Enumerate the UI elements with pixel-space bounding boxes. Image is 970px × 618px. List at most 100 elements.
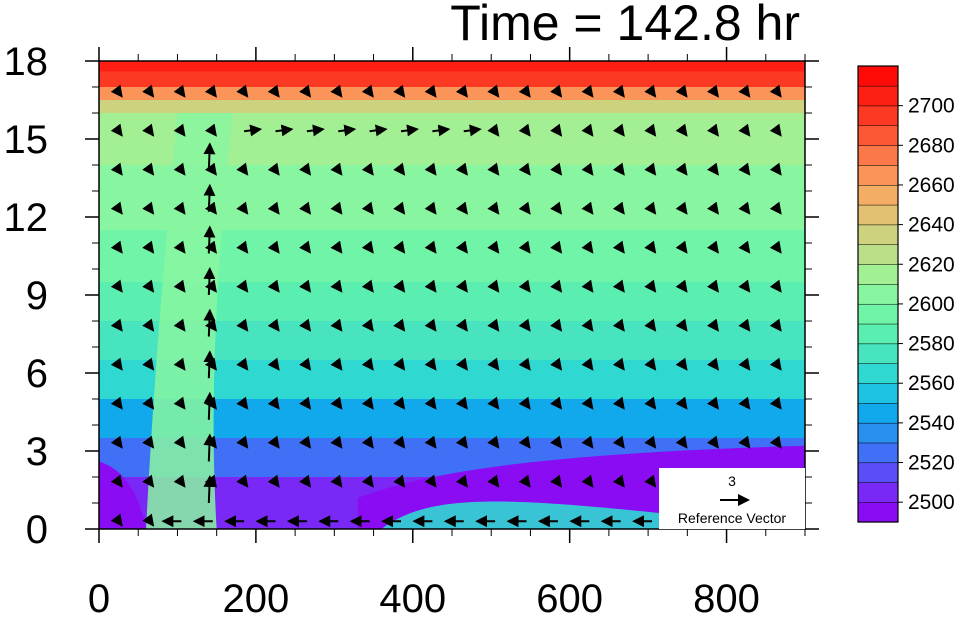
wind-vector — [110, 474, 123, 488]
wind-vector — [110, 357, 123, 371]
wind-vector — [487, 201, 500, 215]
wind-vector — [243, 124, 263, 137]
colorbar-swatch — [857, 482, 899, 503]
reference-vector-box: 3 Reference Vector — [659, 468, 805, 529]
wind-vector — [518, 396, 531, 410]
colorbar-label: 2560 — [908, 372, 955, 395]
x-tick-label: 0 — [88, 577, 110, 618]
wind-vector — [612, 396, 625, 410]
wind-vector — [612, 84, 625, 98]
wind-vector — [675, 201, 688, 215]
plot-area — [99, 61, 805, 529]
wind-vector — [518, 474, 531, 488]
wind-vector — [738, 240, 751, 254]
wind-vector — [173, 240, 186, 254]
wind-vector — [675, 240, 688, 254]
wind-vector — [550, 123, 563, 137]
wind-vector — [110, 513, 123, 527]
colorbar-labels: 2700 2680 2660 2640 2620 2600 2580 2560 2540 2520… — [898, 95, 955, 514]
wind-vector — [338, 124, 357, 137]
wind-vector — [299, 318, 312, 332]
wind-vector — [738, 84, 751, 98]
wind-vector — [644, 123, 657, 137]
wind-vector — [330, 474, 343, 488]
wind-vector — [487, 162, 500, 176]
wind-vector — [110, 435, 123, 449]
wind-vector — [361, 84, 374, 98]
wind-vector — [203, 142, 216, 171]
wind-vector — [581, 84, 594, 98]
wind-vector — [675, 84, 688, 98]
wind-vector — [518, 318, 531, 332]
wind-vector — [738, 357, 751, 371]
colorbar-swatch — [857, 244, 899, 265]
wind-vector — [455, 201, 468, 215]
y-tick-label: 6 — [26, 352, 48, 396]
wind-vector — [644, 435, 657, 449]
colorbar-swatch — [857, 264, 899, 285]
wind-vector — [581, 318, 594, 332]
wind-vector — [769, 279, 782, 293]
wind-vector — [612, 435, 625, 449]
wind-vector — [675, 162, 688, 176]
wind-vector — [299, 201, 312, 215]
wind-vector — [487, 357, 500, 371]
wind-vector — [455, 318, 468, 332]
colorbar-swatch — [857, 105, 899, 127]
wind-vector — [204, 240, 217, 254]
wind-vector — [236, 279, 249, 293]
wind-vector — [455, 357, 468, 371]
colorbar-swatch — [857, 125, 899, 146]
colorbar-label: 2700 — [908, 95, 955, 118]
colorbar-swatch — [857, 382, 899, 404]
wind-vector — [581, 435, 594, 449]
wind-vector — [275, 124, 294, 137]
wind-vector — [581, 357, 594, 371]
wind-vector — [267, 474, 280, 488]
wind-vector — [236, 84, 249, 98]
wind-vector — [455, 435, 468, 449]
wind-vector — [706, 279, 719, 293]
wind-vector — [369, 124, 388, 137]
contour-band — [99, 461, 147, 529]
wind-vector — [204, 201, 217, 215]
colorbar-label: 2600 — [908, 293, 955, 316]
wind-vector — [738, 123, 751, 137]
x-tick-labels: 0 200 400 600 800 — [88, 577, 760, 618]
colorbar-swatch — [857, 343, 899, 364]
colorbar-swatch — [857, 204, 899, 226]
wind-vector — [424, 318, 437, 332]
wind-vector — [675, 318, 688, 332]
wind-vector — [769, 84, 782, 98]
wind-vector — [769, 396, 782, 410]
wind-vector — [550, 84, 563, 98]
wind-vector — [299, 474, 312, 488]
wind-vector — [236, 435, 249, 449]
wind-vector — [142, 357, 155, 371]
wind-vector — [173, 435, 186, 449]
wind-vector — [550, 162, 563, 176]
wind-vector — [142, 123, 155, 137]
wind-vector — [306, 124, 325, 137]
colorbar-swatch — [857, 462, 899, 483]
wind-vector — [361, 435, 374, 449]
wind-vector — [203, 391, 216, 420]
contour-band — [99, 100, 805, 114]
wind-vector — [173, 318, 186, 332]
wind-vector — [487, 318, 500, 332]
wind-vector — [173, 396, 186, 410]
x-tick-label: 800 — [693, 577, 760, 618]
wind-vector — [675, 357, 688, 371]
wind-vector — [581, 162, 594, 176]
wind-vector — [769, 318, 782, 332]
wind-vector — [455, 279, 468, 293]
colorbar-label: 2640 — [908, 214, 955, 237]
wind-vector — [299, 396, 312, 410]
wind-vector — [612, 474, 625, 488]
x-tick-label: 400 — [379, 577, 446, 618]
colorbar-swatch — [857, 184, 899, 206]
wind-vector — [110, 162, 123, 176]
wind-vector — [518, 357, 531, 371]
wind-vector — [393, 162, 406, 176]
